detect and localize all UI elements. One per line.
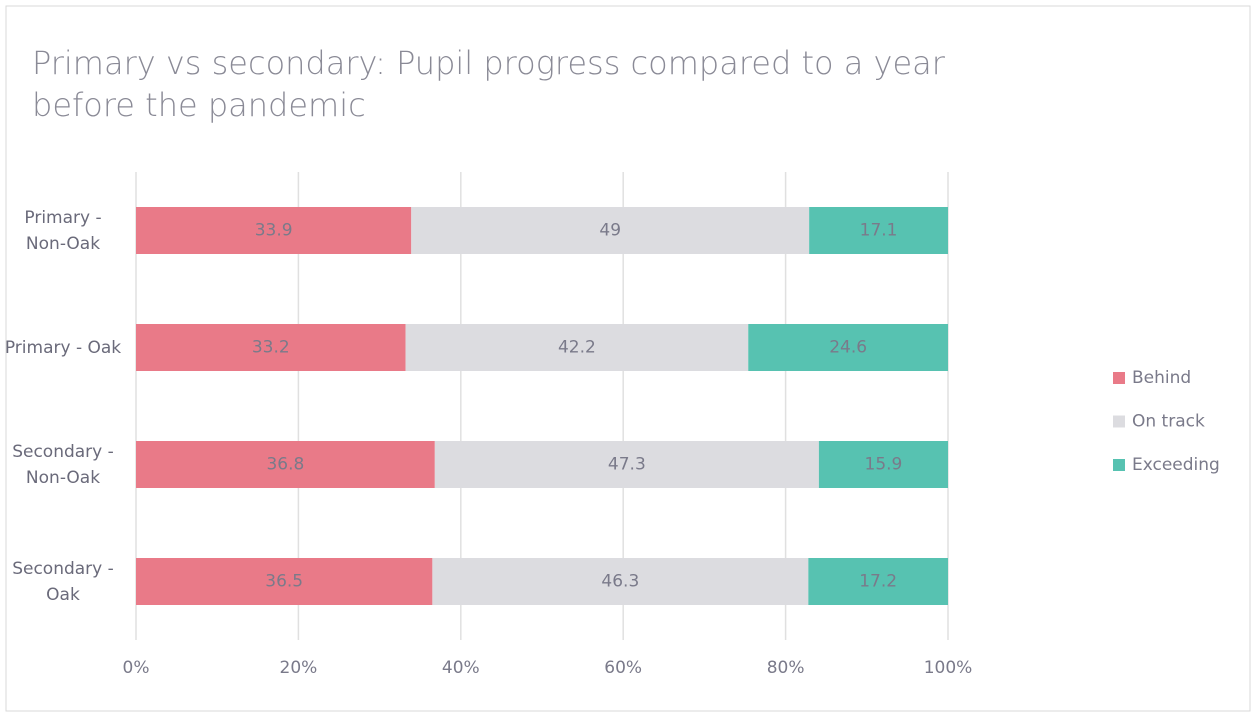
data-label: 15.9	[865, 455, 903, 475]
x-tick-label: 40%	[442, 658, 480, 678]
bar-segment	[136, 558, 433, 605]
data-label: 46.3	[601, 572, 639, 592]
data-label: 49	[599, 221, 621, 241]
x-tick-label: 0%	[123, 658, 150, 678]
bar-segment	[136, 324, 406, 371]
bar-segment	[818, 441, 948, 488]
bar-segment	[136, 441, 435, 488]
data-label: 36.5	[265, 572, 303, 592]
data-label: 47.3	[608, 455, 646, 475]
legend-swatch	[1113, 415, 1125, 428]
bar-segment	[136, 207, 412, 254]
bar-segment	[411, 207, 810, 254]
x-tick-label: 100%	[924, 658, 973, 678]
bar-segment	[432, 558, 809, 605]
chart-border	[5, 5, 1251, 712]
y-tick-label: Secondary - Oak	[12, 558, 114, 605]
x-tick-label: 80%	[767, 658, 805, 678]
legend-label: Behind	[1132, 368, 1191, 388]
y-tick-label: Primary - Oak	[4, 337, 122, 358]
chart-title: Primary vs secondary: Pupil progress com…	[32, 44, 945, 124]
x-tick-label: 60%	[604, 658, 642, 678]
legend-label: Exceeding	[1132, 455, 1220, 475]
bar-segment	[405, 324, 749, 371]
x-tick-label: 20%	[280, 658, 318, 678]
bar-segment	[434, 441, 819, 488]
data-label: 36.8	[266, 455, 304, 475]
data-label: 17.1	[860, 221, 898, 241]
data-label: 17.2	[859, 572, 897, 592]
data-label: 33.9	[255, 221, 293, 241]
bar-segment	[748, 324, 948, 371]
data-label: 24.6	[829, 338, 867, 358]
bar-segment	[808, 558, 948, 605]
y-tick-label: Primary - Non-Oak	[24, 207, 102, 254]
data-label: 33.2	[252, 338, 290, 358]
bar-segment	[809, 207, 948, 254]
legend-label: On track	[1132, 412, 1205, 432]
data-label: 42.2	[558, 338, 596, 358]
y-tick-label: Secondary - Non-Oak	[12, 441, 114, 488]
legend-swatch	[1113, 372, 1125, 384]
legend-swatch	[1113, 459, 1125, 471]
